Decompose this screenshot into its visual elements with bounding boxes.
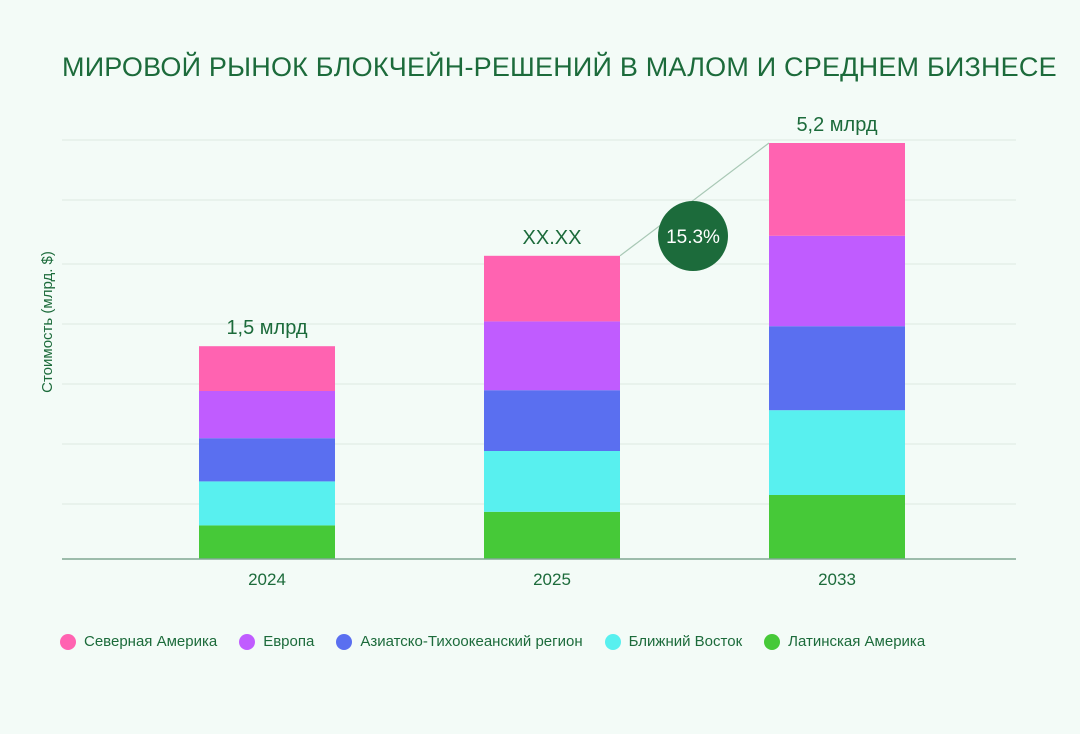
x-tick-label-2033: 2033	[818, 570, 856, 589]
bar-segment-europe-2025	[484, 321, 620, 391]
bar-segment-asia_pacific-2025	[484, 390, 620, 451]
bar-segment-north_america-2025	[484, 255, 620, 322]
bar-segment-middle_east-2033	[769, 410, 905, 495]
legend-swatch-europe	[239, 633, 256, 650]
total-label-2025: XX.XX	[523, 227, 582, 249]
legend-item-latin_america: Латинская Америка	[764, 633, 925, 650]
legend-item-north_america: Северная Америка	[60, 633, 217, 650]
bar-segment-north_america-2033	[769, 143, 905, 236]
legend-item-middle_east: Ближний Восток	[604, 633, 743, 650]
legend-item-europe: Европа	[239, 633, 314, 650]
chart-title: МИРОВОЙ РЫНОК БЛОКЧЕЙН-РЕШЕНИЙ В МАЛОМ И…	[62, 52, 1057, 82]
legend-swatch-asia_pacific	[336, 633, 353, 650]
y-axis-label: Стоимость (млрд. $)	[39, 251, 56, 393]
cagr-badge	[658, 201, 728, 271]
legend-label-latin_america: Латинская Америка	[788, 633, 926, 650]
total-label-2024: 1,5 млрд	[226, 317, 307, 339]
bar-segment-middle_east-2025	[484, 451, 620, 512]
cagr-connector	[619, 142, 770, 257]
legend-label-middle_east: Ближний Восток	[628, 633, 743, 650]
legend-swatch-middle_east	[604, 633, 621, 650]
bar-segment-europe-2024	[199, 391, 335, 439]
bar-segment-latin_america-2024	[199, 525, 335, 559]
bar-segment-asia_pacific-2024	[199, 438, 335, 482]
legend-label-europe: Европа	[263, 633, 315, 650]
x-tick-label-2024: 2024	[248, 570, 286, 589]
total-label-2033: 5,2 млрд	[796, 114, 877, 136]
bar-segment-asia_pacific-2033	[769, 326, 905, 411]
chart-canvas: Стоимость (млрд. $) 2024 1,5 млрд 2025 XX.XX…	[39, 114, 1016, 589]
legend-swatch-latin_america	[764, 633, 781, 650]
legend-label-north_america: Северная Америка	[84, 633, 218, 650]
legend-swatch-north_america	[60, 633, 76, 650]
bar-segment-latin_america-2033	[769, 495, 905, 559]
bar-segment-north_america-2024	[199, 346, 335, 391]
legend-item-asia_pacific: Азиатско-Тихоокеанский регион	[336, 633, 583, 650]
bar-segment-middle_east-2024	[199, 481, 335, 526]
legend-label-asia_pacific: Азиатско-Тихоокеанский регион	[360, 633, 583, 650]
legend: Северная Америка Европа Азиатско-Тихоокеан…	[60, 633, 947, 650]
x-tick-label-2025: 2025	[533, 570, 571, 589]
bar-segment-latin_america-2025	[484, 511, 620, 559]
cagr-badge-label: 15.3%	[666, 227, 720, 248]
bar-segment-europe-2033	[769, 235, 905, 327]
